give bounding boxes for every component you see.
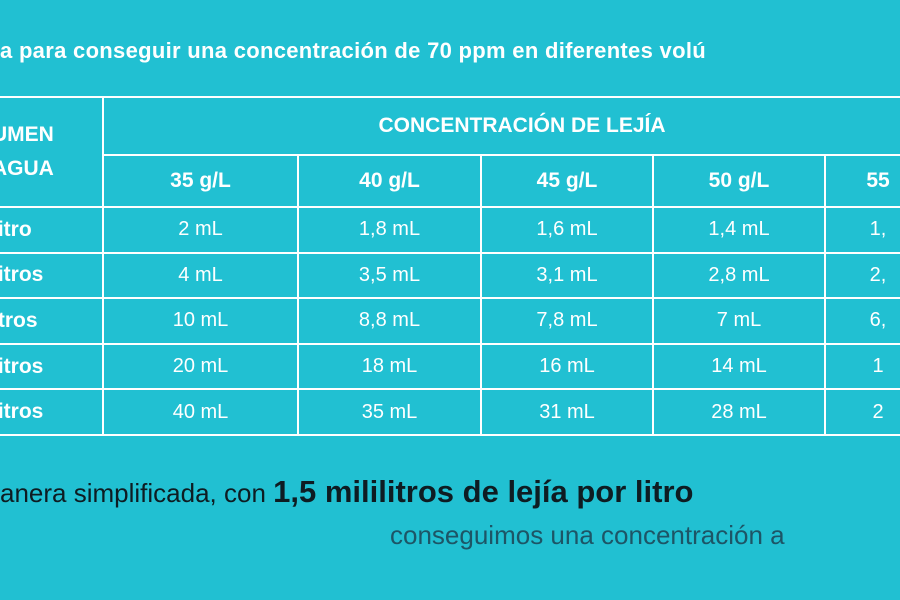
table-cell: 2,8 mL [653,253,825,299]
table-row: litros 4 mL 3,5 mL 3,1 mL 2,8 mL 2, [0,253,900,299]
row-label: litros [0,344,103,390]
table-cell: 1,4 mL [653,207,825,253]
table-row: litros 20 mL 18 mL 16 mL 14 mL 1 [0,344,900,390]
table-cell: 1 [825,344,900,390]
table-cell: 31 mL [481,389,653,435]
table-cell: 20 mL [103,344,298,390]
column-header: 45 g/L [481,155,653,207]
row-label: litros [0,253,103,299]
table-cell: 10 mL [103,298,298,344]
table-cell: 3,1 mL [481,253,653,299]
table-row: itros 10 mL 8,8 mL 7,8 mL 7 mL 6, [0,298,900,344]
volume-header: UMEN AGUA [0,97,103,207]
table-cell: 3,5 mL [298,253,481,299]
table-cell: 7,8 mL [481,298,653,344]
table-cell: 8,8 mL [298,298,481,344]
dosage-table-container: UMEN AGUA CONCENTRACIÓN DE LEJÍA 35 g/L … [0,96,900,436]
page-heading: a para conseguir una concentración de 70… [0,38,706,64]
table-cell: 1,8 mL [298,207,481,253]
table-cell: 2, [825,253,900,299]
table-cell: 28 mL [653,389,825,435]
table-cell: 6, [825,298,900,344]
table-cell: 16 mL [481,344,653,390]
row-label: itros [0,298,103,344]
dosage-table: UMEN AGUA CONCENTRACIÓN DE LEJÍA 35 g/L … [0,96,900,436]
column-header: 55 [825,155,900,207]
table-cell: 1, [825,207,900,253]
table-cell: 35 mL [298,389,481,435]
column-header: 50 g/L [653,155,825,207]
volume-header-line1: UMEN [0,118,102,152]
table-cell: 1,6 mL [481,207,653,253]
header-row-top: UMEN AGUA CONCENTRACIÓN DE LEJÍA [0,97,900,155]
summary-note: anera simplificada, con 1,5 mililitros d… [0,474,693,510]
concentration-header: CONCENTRACIÓN DE LEJÍA [103,97,900,155]
table-cell: 14 mL [653,344,825,390]
column-header: 35 g/L [103,155,298,207]
summary-note-line2: conseguimos una concentración a [390,520,785,551]
summary-note-lead: anera simplificada, con [0,478,273,508]
table-cell: 2 mL [103,207,298,253]
table-cell: 2 [825,389,900,435]
row-label: litros [0,389,103,435]
header-row-columns: 35 g/L 40 g/L 45 g/L 50 g/L 55 [0,155,900,207]
row-label: litro [0,207,103,253]
volume-header-line2: AGUA [0,152,102,186]
table-cell: 4 mL [103,253,298,299]
table-row: litro 2 mL 1,8 mL 1,6 mL 1,4 mL 1, [0,207,900,253]
table-cell: 40 mL [103,389,298,435]
table-row: litros 40 mL 35 mL 31 mL 28 mL 2 [0,389,900,435]
table-cell: 18 mL [298,344,481,390]
column-header: 40 g/L [298,155,481,207]
summary-note-emphasis: 1,5 mililitros de lejía por litro [273,474,693,509]
table-cell: 7 mL [653,298,825,344]
